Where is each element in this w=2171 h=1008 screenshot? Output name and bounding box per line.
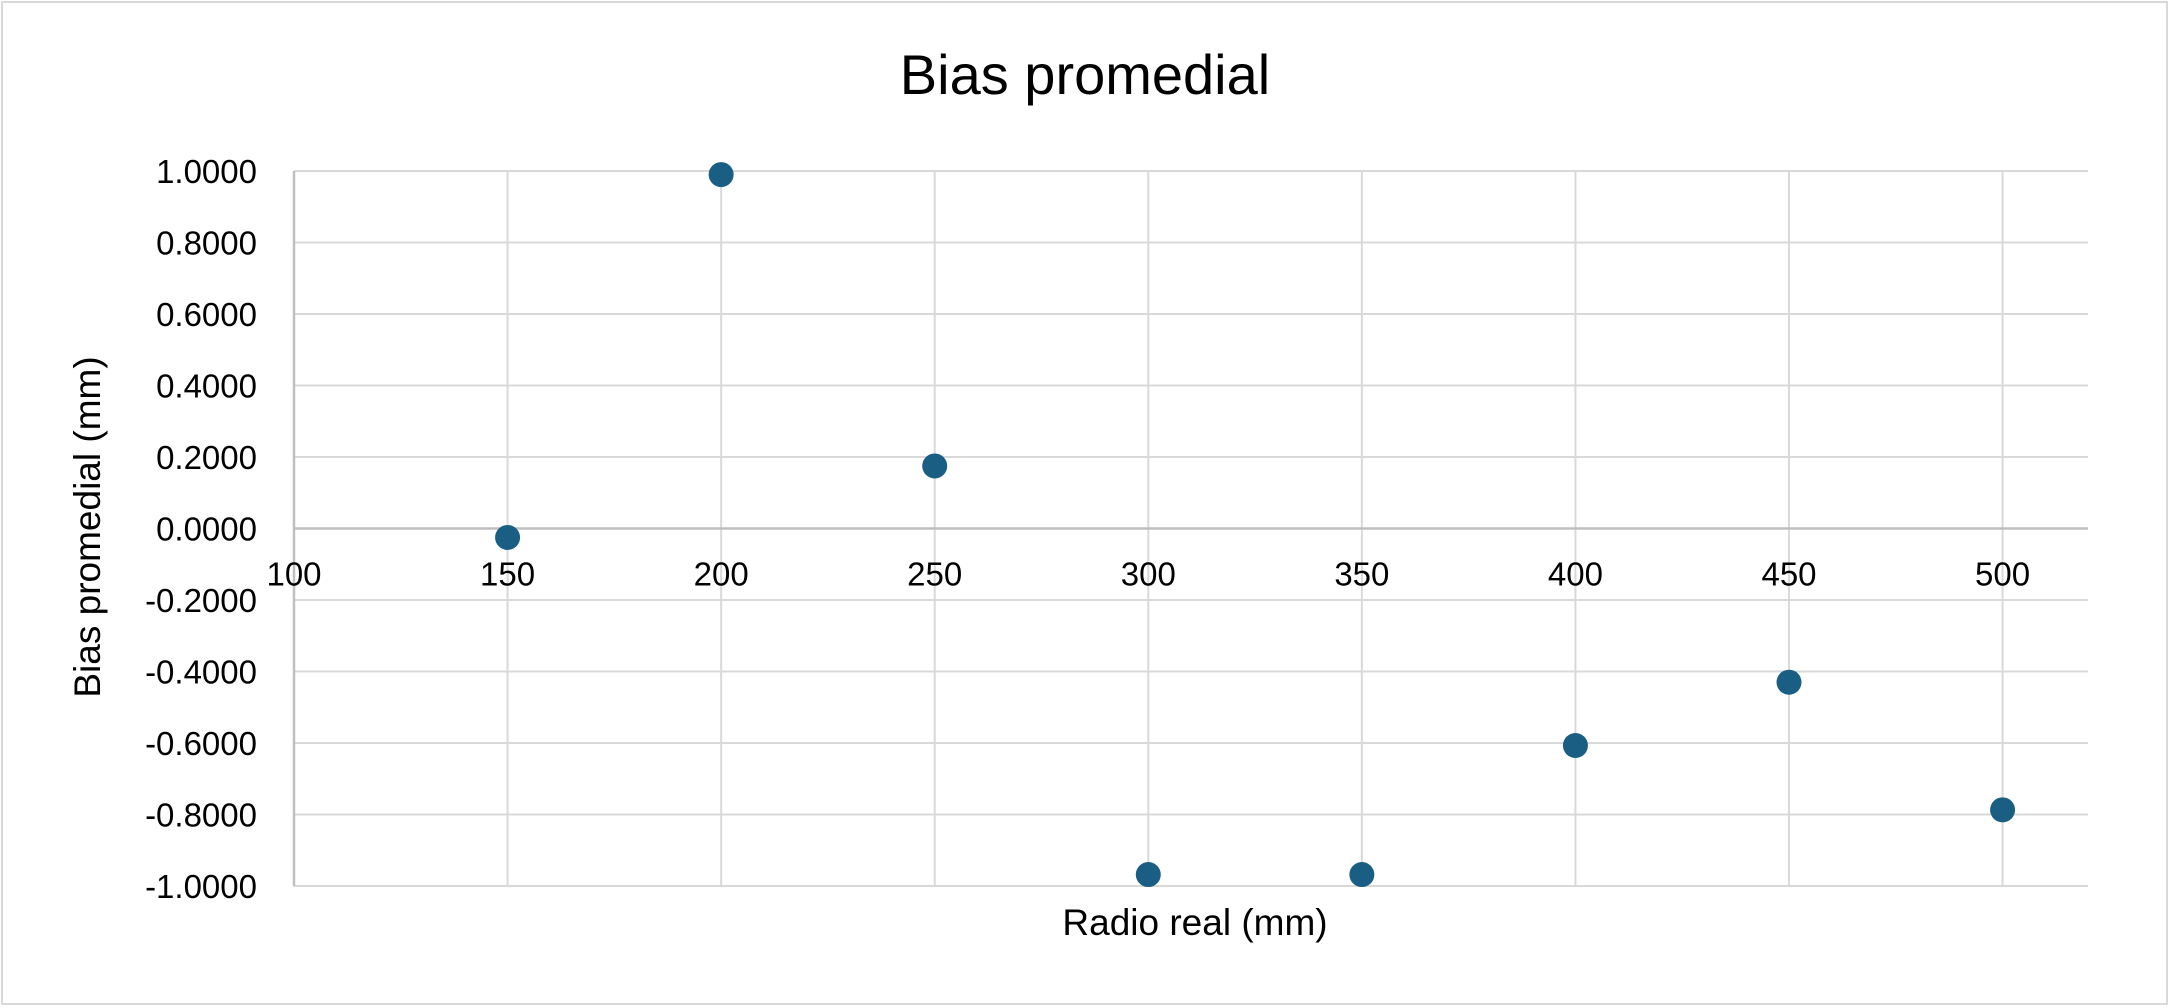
data-point-0 (495, 524, 521, 550)
data-point-5 (1562, 733, 1588, 759)
y-tick-label-1: 0.8000 (156, 225, 257, 262)
y-tick-label-7: -0.4000 (145, 654, 257, 691)
data-point-6 (1776, 669, 1802, 695)
y-tick-label-6: -0.2000 (145, 582, 257, 619)
x-tick-label-5: 350 (1334, 556, 1389, 593)
x-axis-title: Radio real (mm) (1062, 902, 1327, 943)
tick-labels: 1.0000 0.8000 0.6000 0.4000 0.2000 0.0000 -0.2… (145, 153, 2030, 905)
y-tick-label-9: -0.8000 (145, 797, 257, 834)
data-point-1 (708, 162, 734, 188)
x-tick-label-6: 400 (1548, 556, 1603, 593)
data-point-2 (922, 453, 948, 479)
y-tick-label-2: 0.6000 (156, 296, 257, 333)
x-tick-label-8: 500 (1975, 556, 2030, 593)
data-point-3 (1135, 862, 1161, 888)
x-tick-label-3: 250 (907, 556, 962, 593)
y-tick-label-5: 0.0000 (156, 511, 257, 548)
axes (292, 171, 2088, 886)
x-tick-label-0: 100 (266, 556, 321, 593)
y-tick-label-3: 0.4000 (156, 368, 257, 405)
x-tick-label-1: 150 (480, 556, 535, 593)
y-tick-label-8: -0.6000 (145, 725, 257, 762)
x-tick-label-7: 450 (1761, 556, 1816, 593)
chart-title: Bias promedial (900, 43, 1270, 106)
y-tick-label-4: 0.2000 (156, 439, 257, 476)
data-point-7 (1990, 797, 2016, 823)
data-points (495, 162, 2016, 888)
y-axis-title: Bias promedial (mm) (67, 356, 108, 697)
x-tick-label-2: 200 (694, 556, 749, 593)
x-tick-label-4: 300 (1121, 556, 1176, 593)
y-tick-label-10: -1.0000 (145, 868, 257, 905)
y-tick-label-0: 1.0000 (156, 153, 257, 190)
data-point-4 (1349, 862, 1375, 888)
